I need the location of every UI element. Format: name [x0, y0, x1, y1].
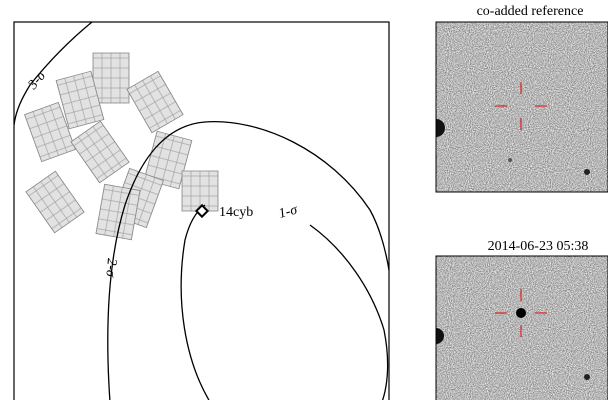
tile [55, 70, 105, 130]
tiles [24, 52, 219, 241]
tile [24, 101, 76, 163]
star [508, 158, 512, 162]
star [584, 169, 590, 175]
tile [92, 52, 130, 104]
source-label: 14cyb [219, 205, 253, 220]
star [436, 119, 445, 137]
contour-3sigma [14, 22, 93, 126]
transient [516, 308, 526, 318]
tile [95, 183, 141, 241]
image-noise [436, 256, 608, 400]
star [436, 328, 444, 344]
contour-label: 1-σ [277, 202, 300, 222]
source-marker [194, 203, 210, 219]
contour-label: 2-σ [102, 258, 119, 279]
tile [70, 120, 130, 184]
star [584, 374, 590, 380]
tile [181, 170, 219, 212]
image-panel: co-added reference [435, 4, 608, 193]
crosshair [495, 289, 547, 337]
contours [14, 22, 389, 400]
image-panel: 2014-06-23 05:38 [435, 239, 608, 400]
image-frame [435, 255, 608, 400]
contour-1sigma [180, 204, 389, 400]
image-frame [435, 21, 608, 193]
panel-title: co-added reference [477, 4, 584, 19]
tile [126, 70, 184, 134]
tile [25, 170, 85, 234]
image-noise [436, 22, 608, 192]
contour-2sigma [107, 121, 389, 400]
sky-map: 14cyb 1-σ 2-σ 3-σ [13, 21, 390, 400]
panel-title: 2014-06-23 05:38 [488, 239, 589, 254]
crosshair [495, 82, 547, 130]
